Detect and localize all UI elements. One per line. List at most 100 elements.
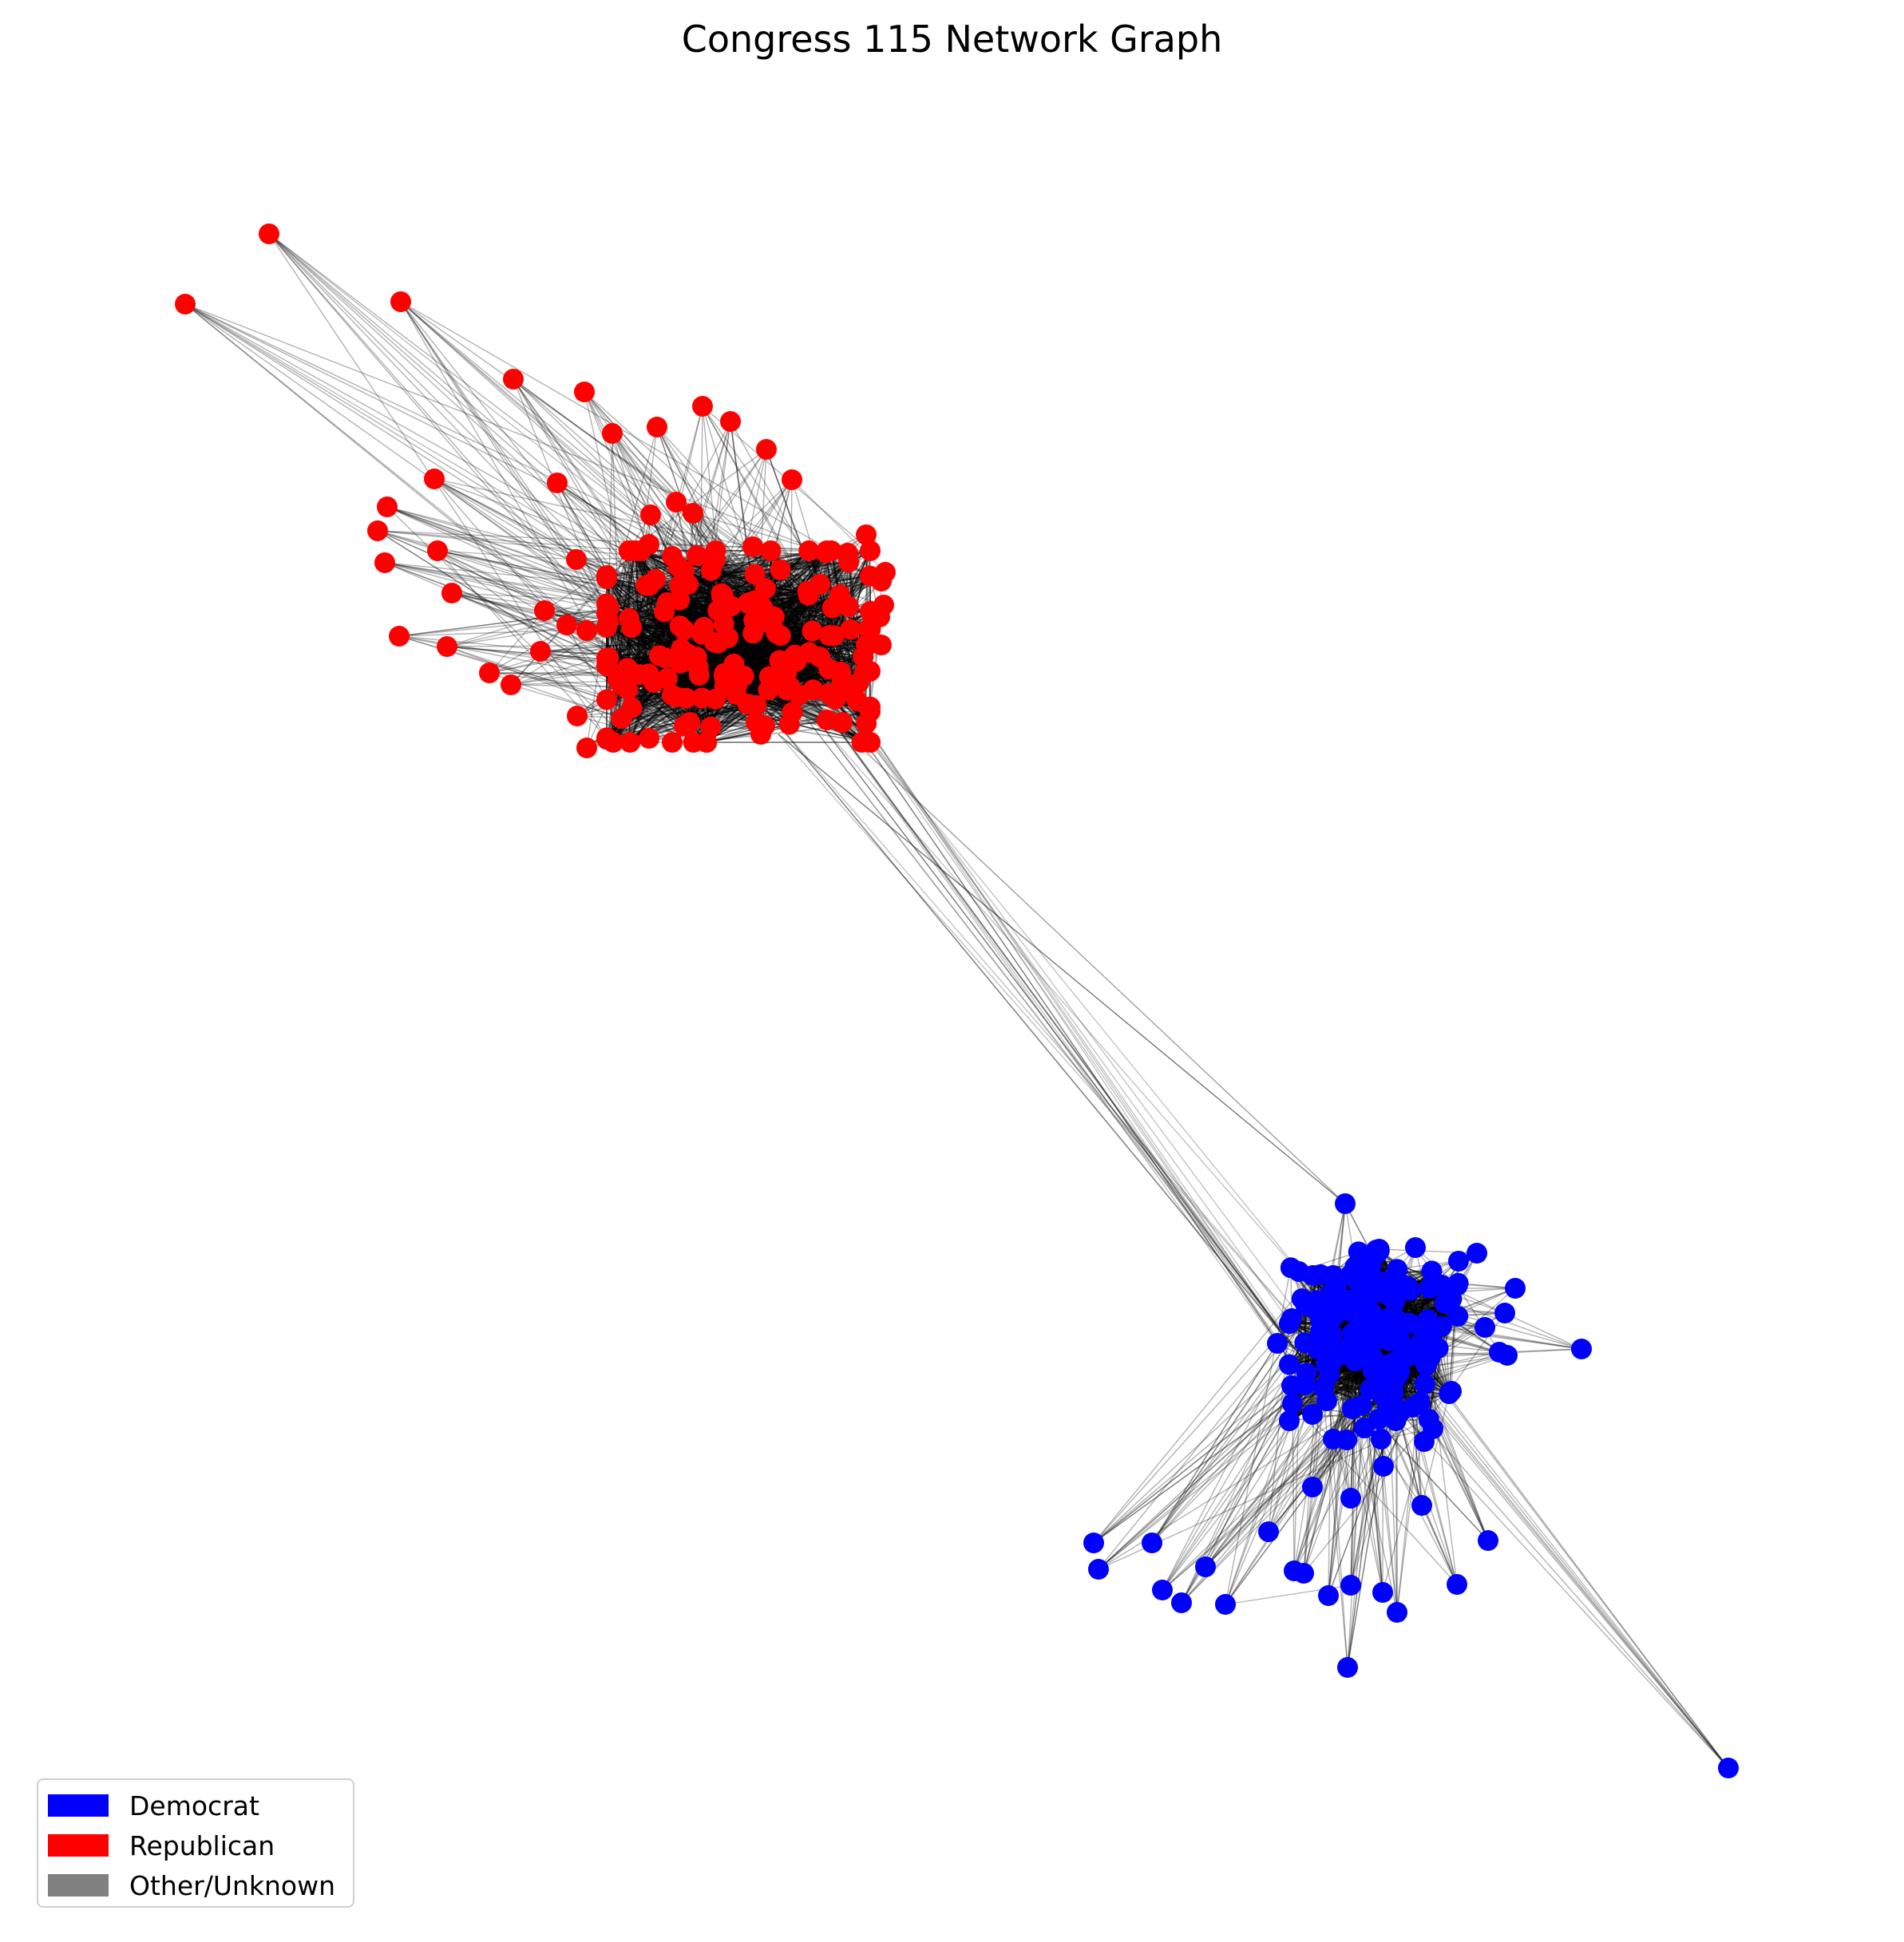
edge <box>400 301 716 700</box>
edge <box>606 578 780 662</box>
edge <box>386 506 703 635</box>
edge <box>398 635 608 701</box>
edge <box>659 570 712 656</box>
edge <box>433 478 685 631</box>
edge <box>621 705 757 720</box>
edge <box>736 685 828 721</box>
edge <box>627 689 762 735</box>
edge <box>702 405 809 595</box>
edge <box>433 478 836 700</box>
edge <box>742 550 828 677</box>
edge <box>696 643 871 658</box>
edge <box>540 651 608 701</box>
edge <box>606 569 781 666</box>
edge <box>606 550 642 659</box>
edge <box>544 610 608 666</box>
edge <box>612 678 776 743</box>
edge <box>184 303 640 675</box>
edge <box>386 506 631 743</box>
edge <box>606 616 881 628</box>
edge <box>639 579 657 675</box>
edge <box>706 595 809 743</box>
edge <box>770 575 871 622</box>
edge <box>730 421 758 623</box>
edge <box>723 623 814 690</box>
edge <box>608 590 808 623</box>
edge <box>645 421 731 586</box>
edge <box>635 550 678 660</box>
edge <box>639 405 703 675</box>
edge <box>721 550 809 597</box>
edge <box>678 566 809 596</box>
edge <box>683 570 871 631</box>
edge <box>679 550 828 627</box>
edge <box>776 616 881 634</box>
edge <box>400 301 782 636</box>
edge <box>698 632 754 668</box>
edge <box>628 550 650 674</box>
edge <box>714 449 767 699</box>
edge <box>721 575 871 595</box>
edge <box>635 550 641 675</box>
edge <box>756 705 871 743</box>
edge <box>628 449 767 552</box>
edge <box>629 657 666 743</box>
edge <box>606 619 771 740</box>
edge <box>707 723 790 743</box>
edge <box>606 578 703 698</box>
edge <box>778 561 849 661</box>
edge <box>433 478 690 655</box>
edge <box>446 646 707 743</box>
edge <box>513 378 681 664</box>
edge <box>849 550 871 630</box>
edge <box>184 303 655 683</box>
edge <box>398 587 766 637</box>
edge <box>513 378 608 615</box>
edge <box>606 626 682 650</box>
edge <box>711 570 882 582</box>
edge <box>646 584 758 624</box>
edge <box>710 583 821 728</box>
edge <box>679 552 826 627</box>
edge <box>698 635 782 668</box>
edge <box>606 578 678 660</box>
edge <box>566 624 608 700</box>
edge <box>635 550 641 675</box>
edge <box>634 550 650 674</box>
edge <box>706 570 712 743</box>
edge <box>513 378 682 650</box>
edge <box>733 603 749 665</box>
edge <box>710 583 821 728</box>
edge <box>734 635 835 665</box>
edge <box>629 632 754 743</box>
edge <box>377 530 666 659</box>
edge <box>734 635 835 665</box>
edge <box>384 562 724 596</box>
edge <box>612 433 813 632</box>
edge <box>656 426 767 623</box>
edge <box>831 607 860 683</box>
edge <box>806 591 837 700</box>
edge <box>736 656 864 686</box>
edge <box>437 550 681 664</box>
edge <box>621 711 793 720</box>
edge <box>608 625 680 659</box>
edge <box>679 599 795 656</box>
edge <box>755 628 871 723</box>
edge <box>513 378 809 596</box>
edge <box>377 530 635 552</box>
edge <box>386 506 871 645</box>
edge <box>692 583 821 743</box>
edge <box>679 575 871 587</box>
edge <box>384 562 754 621</box>
edge <box>606 479 793 740</box>
edge <box>765 479 793 589</box>
edge <box>715 550 871 577</box>
edge <box>648 550 832 739</box>
edge <box>825 552 830 636</box>
edge <box>631 426 658 628</box>
edge <box>606 578 703 698</box>
edge <box>631 606 849 628</box>
edge <box>513 378 860 683</box>
edge <box>384 562 609 623</box>
